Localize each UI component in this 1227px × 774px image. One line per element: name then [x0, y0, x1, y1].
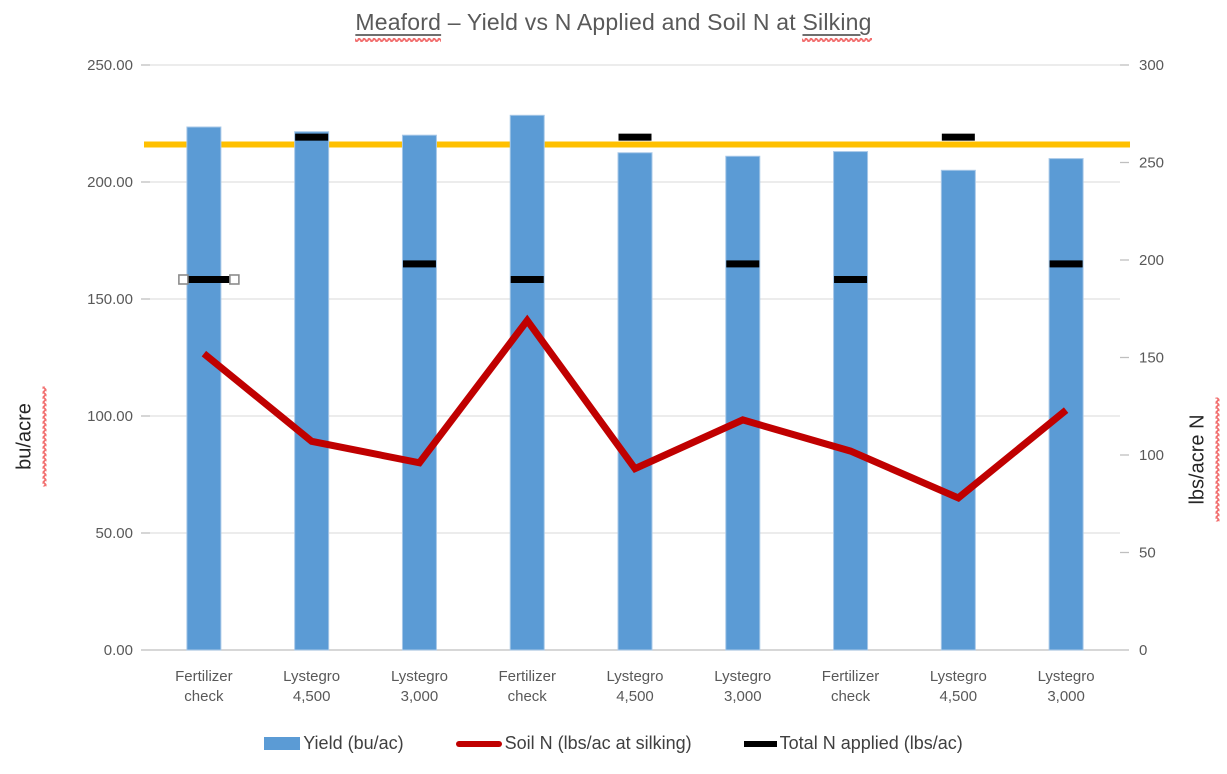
- yield-bar[interactable]: [1048, 158, 1084, 651]
- yield-bar[interactable]: [833, 151, 869, 651]
- yield-bar[interactable]: [509, 114, 545, 651]
- legend-label: Yield (bu/ac): [303, 733, 404, 753]
- chart-title-middle: – Yield vs N Applied and Soil N at: [441, 9, 803, 35]
- total-n-dash[interactable]: [510, 276, 544, 283]
- right-axis-tick-label: 50: [1139, 545, 1156, 562]
- right-axis-tick-label: 0: [1139, 642, 1147, 659]
- yield-bar[interactable]: [725, 155, 761, 651]
- total-n-dash[interactable]: [187, 276, 230, 283]
- yield-bar[interactable]: [186, 126, 222, 651]
- yield-bar[interactable]: [617, 152, 653, 651]
- total-n-dash[interactable]: [618, 133, 652, 141]
- yield-bar[interactable]: [940, 169, 976, 651]
- right-axis-tick-label: 100: [1139, 447, 1164, 464]
- yield-bar[interactable]: [401, 134, 437, 651]
- x-axis-label: Fertilizer check: [175, 668, 233, 705]
- x-axis-label: Lystegro 4,500: [607, 668, 664, 705]
- legend-marker-total-n: [743, 740, 777, 747]
- legend-label: Soil N (lbs/ac at silking): [504, 733, 692, 753]
- right-axis-tick-label: 300: [1139, 57, 1164, 74]
- x-axis-label: Lystegro 3,000: [1038, 668, 1095, 705]
- soil-n-line[interactable]: [201, 314, 1069, 502]
- selection-handle: [229, 274, 240, 285]
- chart-title-word-silking: Silking: [802, 9, 872, 42]
- left-axis-tick-label: 50.00: [95, 525, 133, 542]
- total-n-dash[interactable]: [726, 260, 760, 268]
- legend-marker-yield: [264, 737, 301, 750]
- x-axis-label: Fertilizer check: [822, 668, 880, 705]
- right-axis-tick-label: 150: [1139, 350, 1164, 367]
- left-axis-tick-label: 200.00: [87, 174, 133, 191]
- chart-legend: Yield (bu/ac) Soil N (lbs/ac at silking) T…: [0, 733, 1227, 754]
- legend-item[interactable]: Soil N (lbs/ac at silking): [455, 733, 692, 754]
- legend-marker-soil-n: [455, 740, 502, 747]
- yield-bar[interactable]: [294, 131, 330, 651]
- total-n-dash[interactable]: [834, 276, 868, 283]
- x-axis-label: Lystegro 4,500: [283, 668, 340, 705]
- chart-title-word-meaford: Meaford: [355, 9, 442, 42]
- left-axis-tick-label: 150.00: [87, 291, 133, 308]
- left-axis-tick-label: 100.00: [87, 408, 133, 425]
- legend-label: Total N applied (lbs/ac): [779, 733, 963, 753]
- left-axis-tick-label: 250.00: [87, 57, 133, 74]
- legend-item[interactable]: Yield (bu/ac): [264, 733, 404, 754]
- right-axis-tick-label: 200: [1139, 252, 1164, 269]
- x-axis-label: Lystegro 4,500: [930, 668, 987, 705]
- chart-title[interactable]: Meaford – Yield vs N Applied and Soil N …: [0, 9, 1227, 36]
- total-n-dash[interactable]: [295, 133, 329, 141]
- x-axis-label: Fertilizer check: [498, 668, 556, 705]
- total-n-dash[interactable]: [402, 260, 436, 268]
- x-axis-label: Lystegro 3,000: [714, 668, 771, 705]
- total-n-dash[interactable]: [941, 133, 975, 141]
- total-n-dash[interactable]: [1049, 260, 1083, 268]
- right-axis-tick-label: 250: [1139, 155, 1164, 172]
- left-axis-tick-label: 0.00: [104, 642, 133, 659]
- selection-handle: [178, 274, 189, 285]
- x-axis-label: Lystegro 3,000: [391, 668, 448, 705]
- legend-item[interactable]: Total N applied (lbs/ac): [743, 733, 963, 754]
